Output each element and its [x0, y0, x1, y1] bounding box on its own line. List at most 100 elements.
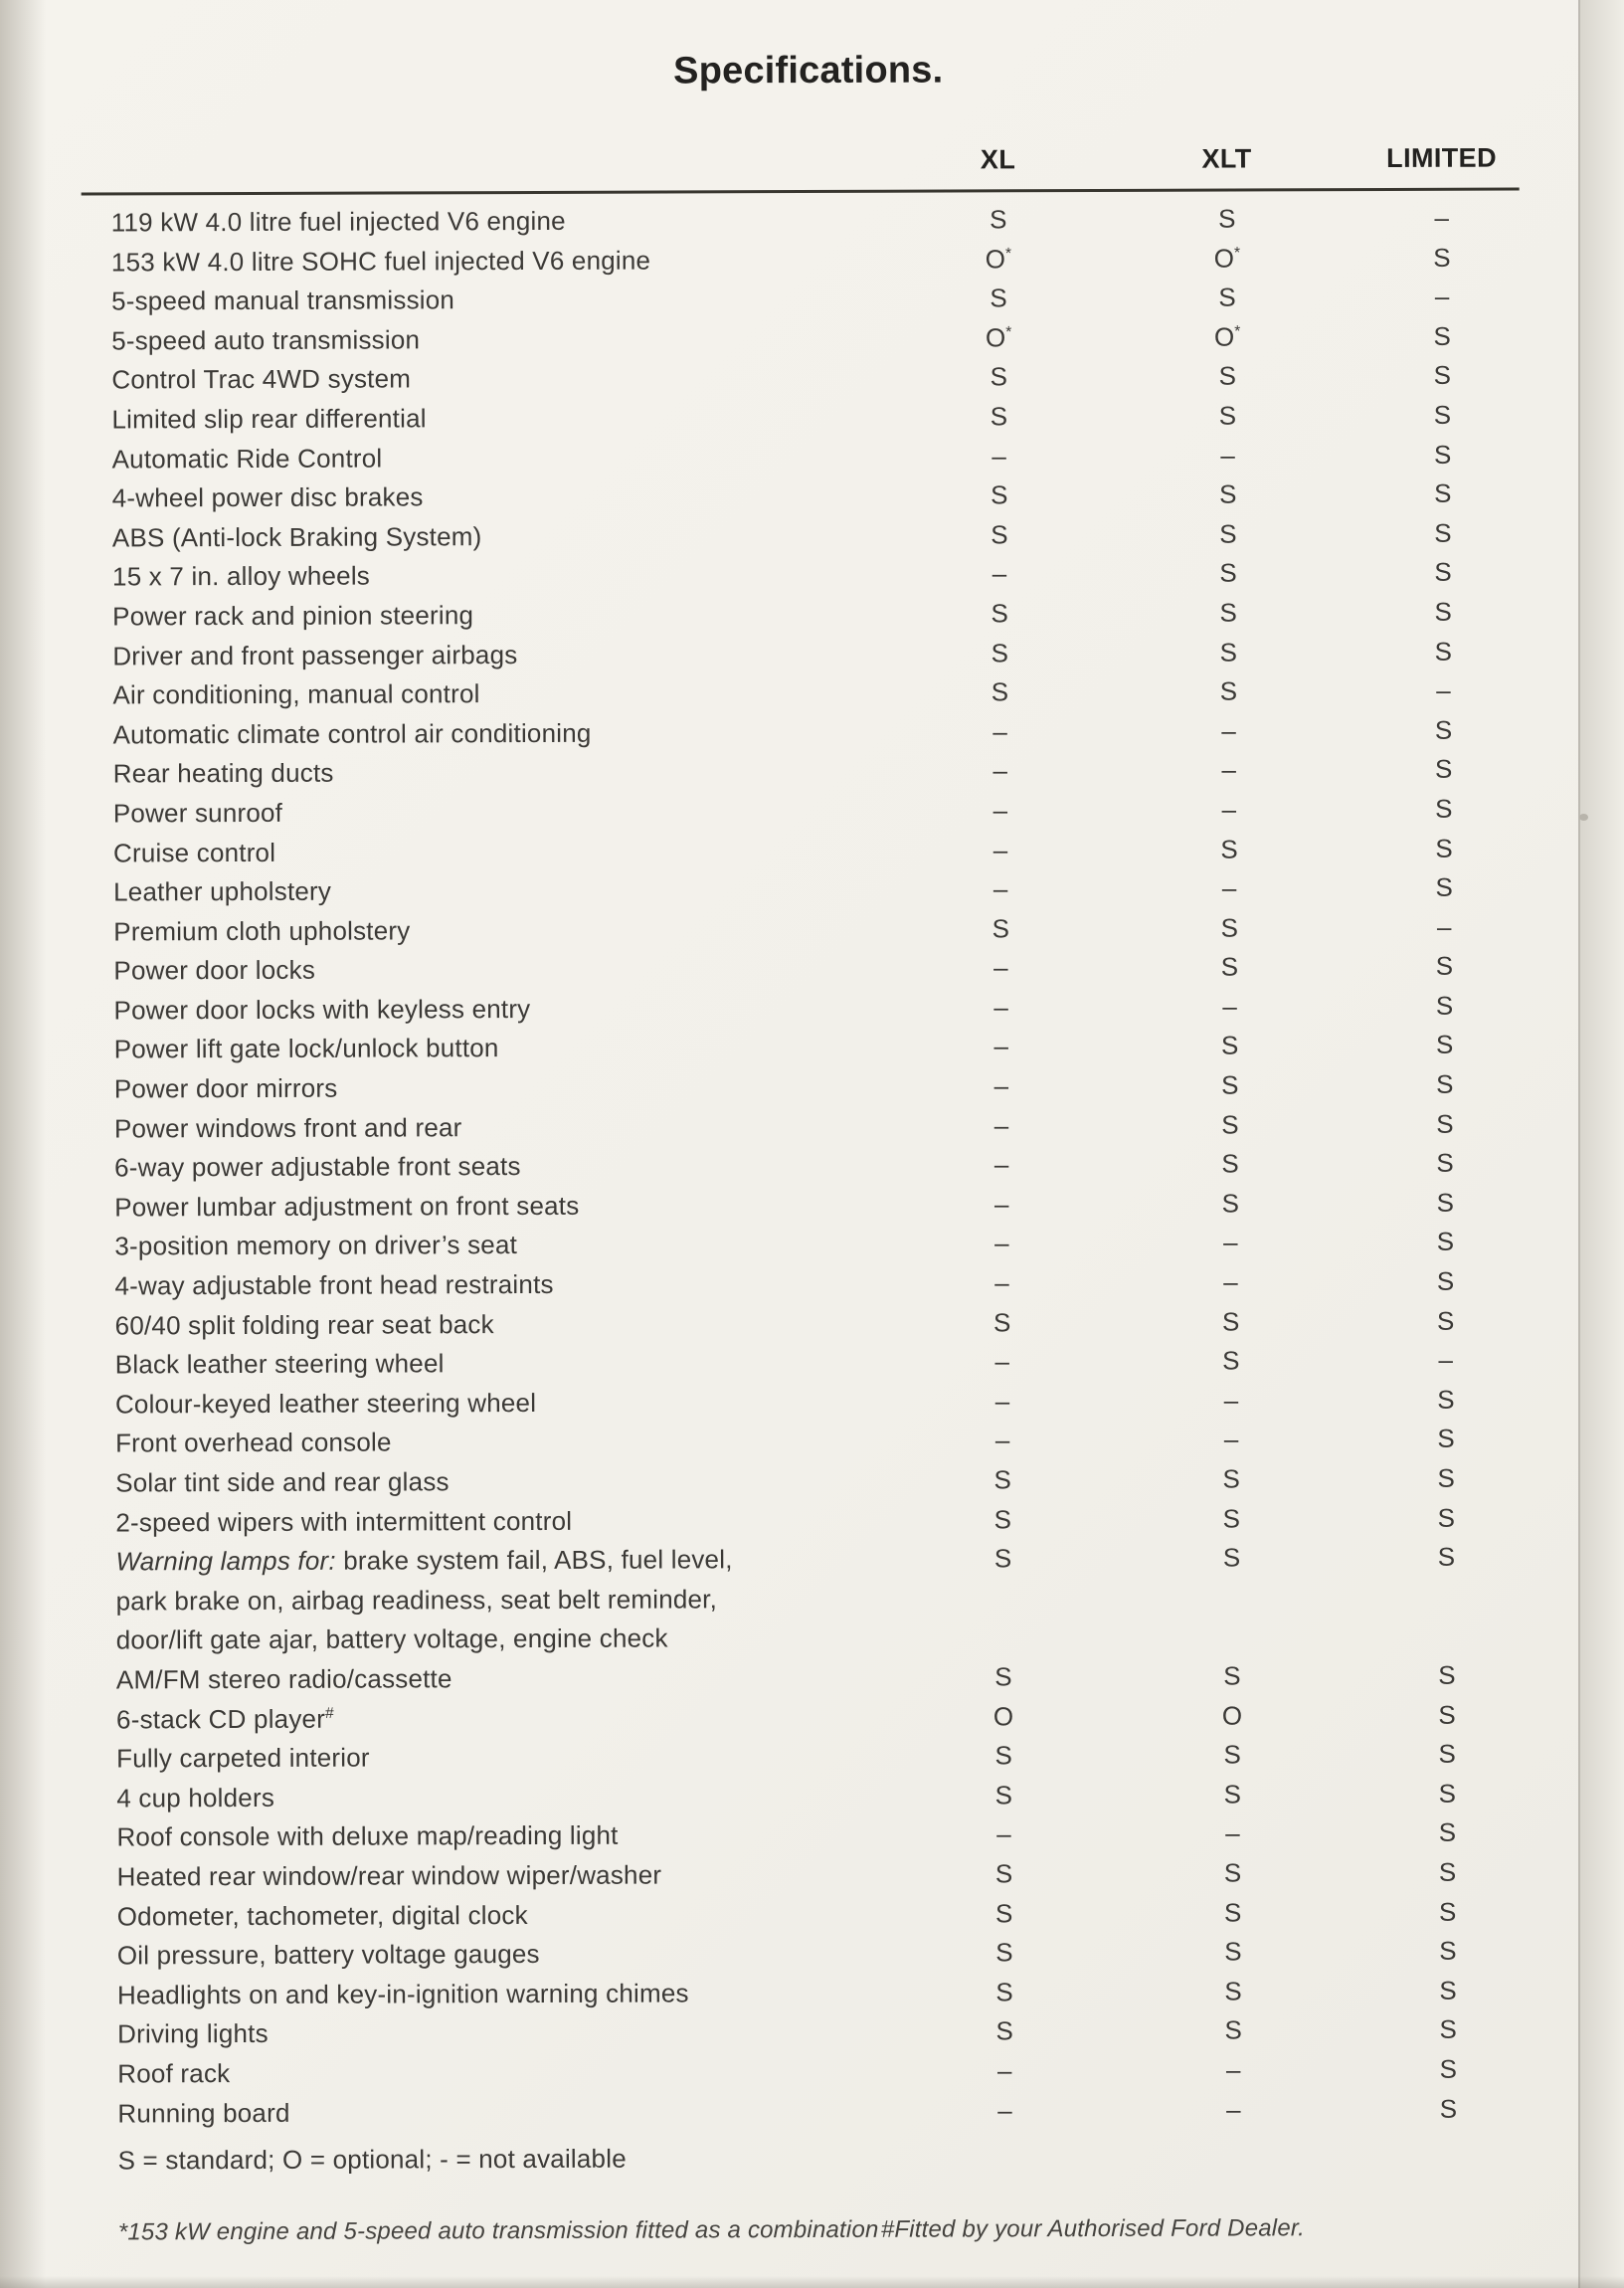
table-row: 4 cup holders S S S: [2, 1774, 1624, 1818]
value-xl: S: [995, 1937, 1013, 1968]
value-xl: –: [994, 1386, 1010, 1417]
value-limited: S: [1434, 714, 1453, 745]
value-xlt: O: [1221, 1700, 1243, 1731]
table-row: Heated rear window/rear window wiper/was…: [3, 1852, 1624, 1897]
value-limited: S: [1436, 1227, 1455, 1257]
feature-label: 4 cup holders: [116, 1782, 275, 1813]
feature-label: 15 x 7 in. alloy wheels: [111, 560, 371, 592]
value-limited: S: [1438, 1896, 1457, 1927]
feature-label: Front overhead console: [114, 1427, 392, 1458]
footnote-dealer: #Fitted by your Authorised Ford Dealer.: [880, 2214, 1306, 2243]
value-limited: S: [1435, 871, 1453, 902]
value-limited: S: [1435, 990, 1454, 1021]
value-xl: S: [991, 637, 1009, 667]
value-xlt: –: [1226, 2094, 1241, 2125]
feature-label: Driving lights: [117, 2018, 269, 2049]
table-row: Driving lights S S S: [3, 2009, 1624, 2054]
table-row: Roof rack – – S: [3, 2049, 1624, 2094]
value-xl: S: [993, 1543, 1012, 1574]
table-row: 3-position memory on driver’s seat – – S: [0, 1223, 1624, 1267]
value-limited: S: [1434, 557, 1452, 588]
value-xlt: S: [1218, 400, 1237, 431]
feature-label: Power rack and pinion steering: [112, 600, 474, 632]
table-row: Colour-keyed leather steering wheel – – S: [1, 1380, 1624, 1425]
scan-shadow-bottom: [0, 2276, 1624, 2288]
value-xlt: –: [1221, 872, 1237, 903]
table-row: 6-way power adjustable front seats – S S: [0, 1143, 1624, 1188]
table-row: AM/FM stereo radio/cassette S S S: [2, 1655, 1624, 1700]
feature-label: 5-speed auto transmission: [111, 324, 421, 356]
table-row: Warning lamps for: brake system fail, AB…: [1, 1537, 1624, 1660]
value-xl: S: [995, 2015, 1013, 2046]
value-xlt: S: [1218, 282, 1236, 312]
value-xlt: S: [1219, 597, 1237, 628]
value-xlt: S: [1219, 675, 1238, 706]
feature-label: Odometer, tachometer, digital clock: [116, 1899, 528, 1931]
value-limited: –: [1434, 202, 1450, 233]
value-limited: –: [1436, 674, 1451, 705]
value-limited: S: [1433, 320, 1451, 351]
feature-label: Running board: [117, 2097, 290, 2128]
table-row: 2-speed wipers with intermittent control…: [1, 1498, 1624, 1543]
feature-label: Power door locks: [113, 955, 316, 986]
value-xl: –: [992, 755, 1007, 786]
feature-label: Heated rear window/rear window wiper/was…: [116, 1859, 662, 1892]
value-xlt: S: [1220, 834, 1238, 864]
table-row: Automatic climate control air conditioni…: [0, 710, 1623, 755]
feature-label: 60/40 split folding rear seat back: [114, 1308, 494, 1341]
value-xlt: –: [1225, 2054, 1241, 2085]
value-limited: S: [1438, 1856, 1457, 1887]
value-limited: S: [1433, 360, 1452, 391]
value-xl: S: [993, 1503, 1012, 1534]
value-xl: S: [991, 676, 1009, 707]
value-xl: –: [994, 1346, 1010, 1377]
table-row: 5-speed auto transmission O* O* S: [0, 316, 1621, 361]
scan-gutter-left: [0, 0, 46, 2288]
feature-label: Power lumbar adjustment on front seats: [114, 1190, 580, 1223]
table-row: Cruise control – S S: [0, 829, 1623, 873]
value-limited: S: [1433, 242, 1451, 273]
table-row: Solar tint side and rear glass S S S: [1, 1458, 1624, 1503]
feature-label: Power door mirrors: [113, 1072, 338, 1104]
table-row: Headlights on and key-in-ignition warnin…: [3, 1971, 1624, 2015]
column-header-xlt: XLT: [1201, 143, 1252, 174]
table-row: Oil pressure, battery voltage gauges S S S: [3, 1931, 1624, 1976]
value-xl: S: [990, 283, 1007, 313]
value-xlt: –: [1221, 794, 1237, 825]
table-row: Power sunroof – – S: [0, 789, 1623, 834]
value-xlt: O*: [1213, 321, 1241, 352]
value-xl: S: [994, 1740, 1012, 1771]
feature-label: Control Trac 4WD system: [111, 363, 412, 395]
table-row: Driver and front passenger airbags S S S: [0, 632, 1622, 676]
feature-label: Automatic Ride Control: [111, 443, 383, 475]
value-xlt: S: [1224, 2014, 1242, 2045]
table-row: Odometer, tachometer, digital clock S S S: [3, 1892, 1624, 1937]
value-limited: S: [1436, 1187, 1454, 1218]
value-limited: S: [1439, 1975, 1457, 2005]
feature-label: Roof console with deluxe map/reading lig…: [116, 1820, 619, 1852]
footnote-combination: *153 kW engine and 5-speed auto transmis…: [117, 2215, 879, 2246]
value-limited: S: [1439, 1935, 1457, 1966]
value-xlt: S: [1218, 478, 1237, 509]
value-limited: S: [1436, 1265, 1455, 1296]
value-xl: S: [991, 519, 1008, 550]
value-limited: S: [1433, 399, 1452, 430]
value-limited: S: [1438, 1699, 1456, 1730]
feature-label: Limited slip rear differential: [111, 403, 427, 435]
value-xlt: S: [1222, 1503, 1241, 1534]
feature-label: 3-position memory on driver’s seat: [114, 1230, 518, 1261]
feature-label: Air conditioning, manual control: [112, 678, 480, 710]
feature-label: Driver and front passenger airbags: [112, 639, 518, 670]
table-row: 4-way adjustable front head restraints – –…: [0, 1261, 1624, 1306]
value-xl: O: [992, 1700, 1014, 1731]
value-xl: S: [995, 1977, 1013, 2007]
feature-label: Oil pressure, battery voltage gauges: [116, 1939, 540, 1971]
feature-label: 153 kW 4.0 litre SOHC fuel injected V6 e…: [110, 245, 651, 278]
value-xl: –: [992, 795, 1008, 826]
feature-label: 4-way adjustable front head restraints: [114, 1268, 554, 1301]
value-xl: S: [994, 1897, 1013, 1928]
value-xl: –: [992, 440, 1006, 471]
value-limited: S: [1436, 1147, 1454, 1179]
feature-label: Solar tint side and rear glass: [115, 1466, 450, 1498]
